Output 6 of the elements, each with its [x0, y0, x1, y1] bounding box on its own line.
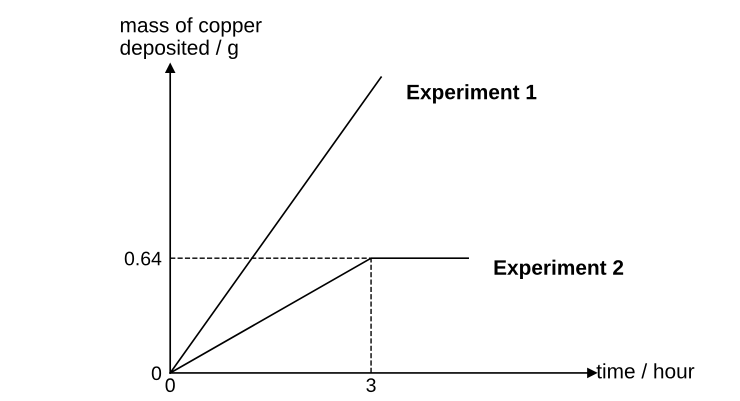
series-label: Experiment 2 — [494, 260, 624, 280]
x-axis-title: time / hour — [596, 363, 694, 379]
series-label: Experiment 1 — [407, 84, 536, 104]
x-tick-label: 3 — [366, 378, 376, 392]
y-axis-title: mass of copper deposited / g — [120, 17, 262, 60]
y-tick-label: 0.64 — [124, 252, 162, 266]
